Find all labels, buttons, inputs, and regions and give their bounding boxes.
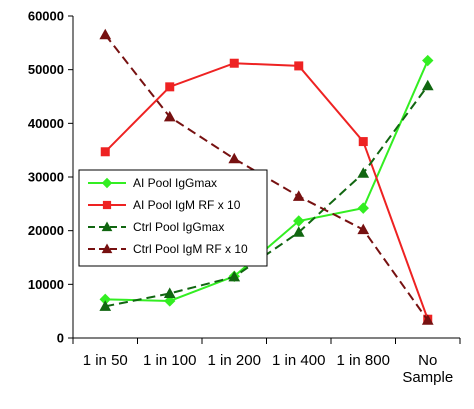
data-point [99, 300, 112, 311]
legend-item: AI Pool IgGmax [88, 176, 217, 190]
legend-label: AI Pool IgM RF x 10 [133, 198, 241, 212]
legend-marker [101, 221, 113, 232]
data-point [358, 137, 368, 147]
y-tick-label: 50000 [28, 62, 64, 77]
x-tick-label: 1 in 800 [337, 352, 390, 369]
legend-label: Ctrl Pool IgM RF x 10 [133, 242, 248, 256]
data-point [357, 167, 370, 178]
axes: 0 10000 20000 30000 40000 50000 60000 1 in 50 1 … [28, 9, 461, 386]
data-point [422, 54, 434, 67]
data-point [99, 28, 112, 40]
y-tick-label: 20000 [28, 223, 64, 238]
legend-label: Ctrl Pool IgGmax [133, 220, 224, 234]
legend-item: Ctrl Pool IgM RF x 10 [88, 242, 248, 256]
data-point [293, 215, 305, 227]
data-point [228, 152, 241, 164]
data-point [292, 226, 305, 237]
data-point [421, 79, 434, 91]
data-point [292, 190, 305, 201]
legend-marker [101, 177, 113, 189]
legend-label: AI Pool IgGmax [133, 176, 217, 190]
data-point [163, 110, 176, 122]
data-point [165, 82, 175, 92]
legend-marker [102, 200, 112, 210]
series-line [104, 62, 429, 320]
data-point [164, 295, 176, 307]
y-tick-label: 40000 [28, 116, 64, 131]
data-point [294, 61, 304, 71]
y-tick-label: 60000 [28, 9, 64, 24]
x-tick-label: 1 in 100 [143, 352, 196, 369]
legend: AI Pool IgGmax AI Pool IgM RF x 10 Ctrl Po… [78, 169, 268, 267]
data-point [228, 270, 241, 282]
data-point [421, 314, 434, 325]
data-point [163, 287, 176, 298]
legend-item: AI Pool IgM RF x 10 [88, 198, 241, 212]
y-tick-label: 0 [57, 331, 64, 346]
legend-item: Ctrl Pool IgGmax [88, 220, 224, 234]
x-tick-label: 1 in 50 [83, 352, 128, 369]
y-tick-label: 30000 [28, 170, 64, 185]
data-point [357, 223, 370, 235]
data-point [229, 58, 239, 68]
data-point [357, 202, 369, 214]
x-tick-label: 1 in 400 [272, 352, 325, 369]
data-point [100, 147, 110, 157]
legend-marker [101, 243, 113, 254]
x-tick-label: No Sample [402, 352, 453, 386]
x-tick-label: 1 in 200 [208, 352, 261, 369]
y-tick-label: 10000 [28, 277, 64, 292]
